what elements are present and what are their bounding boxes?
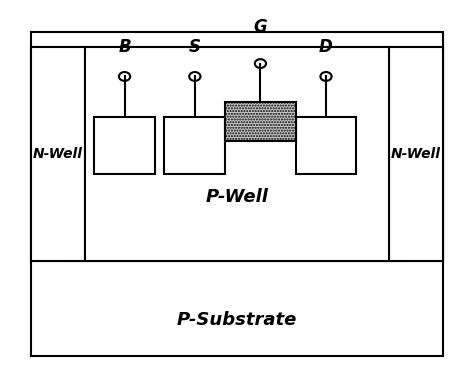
Bar bbox=[389, 47, 443, 261]
Text: S: S bbox=[189, 38, 201, 56]
Bar bbox=[164, 117, 225, 174]
Text: N-Well: N-Well bbox=[33, 147, 83, 161]
Text: P-Well: P-Well bbox=[206, 188, 268, 206]
Bar bbox=[85, 47, 389, 261]
Text: N+: N+ bbox=[182, 138, 208, 153]
Text: B: B bbox=[118, 38, 131, 56]
Text: N+: N+ bbox=[112, 138, 137, 153]
Text: P-Substrate: P-Substrate bbox=[177, 311, 297, 329]
Text: N-Well: N-Well bbox=[391, 147, 441, 161]
Bar bbox=[66, 207, 408, 261]
Text: N+: N+ bbox=[313, 138, 339, 153]
Bar bbox=[225, 102, 296, 141]
Bar bbox=[31, 32, 443, 356]
Text: Deep N-Well: Deep N-Well bbox=[180, 225, 294, 243]
Text: G: G bbox=[254, 18, 267, 36]
Bar bbox=[31, 47, 443, 261]
Text: D: D bbox=[319, 38, 333, 56]
Bar bbox=[296, 117, 356, 174]
Bar bbox=[94, 117, 155, 174]
Bar bbox=[31, 47, 85, 261]
